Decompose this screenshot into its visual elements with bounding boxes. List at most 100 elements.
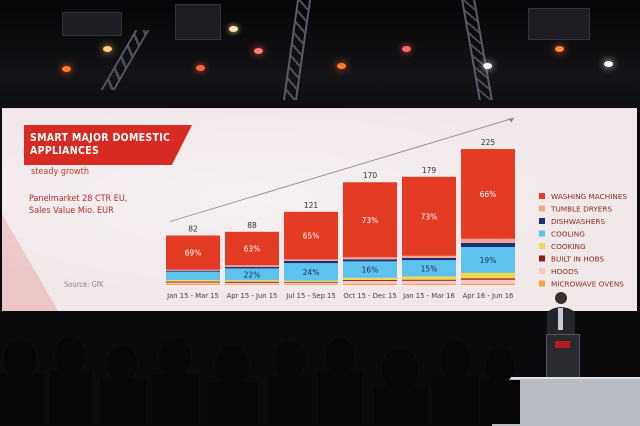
stage-light — [402, 46, 411, 52]
panel-line1: Panelmarket 28 CTR EU, — [29, 194, 128, 204]
ceiling-truss — [100, 30, 150, 90]
bar-segment — [166, 269, 220, 271]
bar-total-label: 179 — [422, 166, 437, 175]
stage-light — [196, 65, 205, 71]
stage-light — [483, 63, 492, 69]
bar-segment — [166, 282, 220, 285]
bar-segment — [284, 280, 338, 283]
bar-segment — [225, 266, 279, 269]
segment-share-label: 69% — [185, 249, 202, 258]
bar-segment — [166, 284, 220, 285]
bar-total-label: 82 — [188, 224, 198, 233]
stage-light — [254, 48, 263, 54]
bar-segment — [343, 182, 397, 258]
bar-segment — [461, 238, 515, 243]
bar-segment — [343, 259, 397, 262]
legend-label: TUMBLE DRYERS — [550, 205, 612, 214]
bar-segment — [284, 211, 338, 260]
stage-ceiling — [0, 0, 640, 108]
legend-label: MICROWAVE OVENS — [551, 280, 624, 289]
bar-segment — [343, 279, 397, 281]
segment-share-label: 73% — [421, 212, 438, 221]
trend-arrowhead — [508, 118, 514, 123]
slide-subtitle: steady growth — [31, 167, 89, 177]
title-banner: SMART MAJOR DOMESTIC APPLIANCES — [24, 125, 192, 165]
ceiling-light-fixture — [528, 8, 590, 40]
bar-segment — [284, 282, 338, 283]
ceiling-light-fixture — [175, 4, 221, 40]
segment-share-label: 66% — [480, 190, 497, 199]
bar-segment — [461, 246, 515, 273]
stage-light — [62, 66, 71, 72]
category-label: Jul 15 - Sep 15 — [285, 292, 335, 300]
bar-segment — [225, 282, 279, 285]
stage-light — [555, 46, 564, 52]
legend-label: COOKING — [551, 242, 586, 251]
bar-segment — [284, 259, 338, 261]
bar-segment — [461, 272, 515, 279]
legend-swatch — [539, 268, 545, 274]
legend-label: WASHING MACHINES — [551, 192, 627, 201]
bar-segment — [166, 281, 220, 283]
ceiling-truss — [282, 0, 312, 100]
category-label: Apr 16 - Jun 16 — [463, 292, 514, 300]
source-note: Source: GfK — [64, 280, 104, 289]
bar-segment — [461, 279, 515, 284]
bar-segment — [284, 282, 338, 285]
trend-arrow — [169, 117, 515, 222]
legend-swatch — [539, 193, 545, 199]
legend-label: BUILT IN HOBS — [551, 255, 604, 264]
presentation-slide: SMART MAJOR DOMESTIC APPLIANCES steady g… — [2, 108, 637, 311]
legend-swatch — [539, 243, 545, 249]
bar-segment — [225, 284, 279, 285]
legend-swatch — [539, 255, 545, 262]
bar-segment — [343, 283, 397, 285]
bar-segment — [284, 260, 338, 264]
segment-share-label: 22% — [244, 270, 261, 279]
bar-segment — [402, 280, 456, 285]
audience-silhouettes — [0, 337, 520, 424]
segment-share-label: 24% — [303, 268, 320, 277]
bar-segment — [225, 280, 279, 282]
stage-light — [103, 46, 112, 52]
lectern-logo — [555, 341, 570, 348]
bar-segment — [461, 242, 515, 247]
legend-label: DISHWASHERS — [551, 217, 605, 226]
legend-label: HOODS — [551, 267, 579, 276]
lectern — [546, 334, 580, 382]
category-label: Jan 15 - Mar 16 — [402, 292, 455, 300]
bar-segment — [402, 176, 456, 256]
segment-share-label: 15% — [421, 264, 438, 273]
bar-segment — [343, 261, 397, 278]
bar-segment — [166, 235, 220, 270]
panel-description: Panelmarket 28 CTR EU, Sales Value Mio. … — [29, 193, 127, 217]
bar-segment — [343, 257, 397, 260]
segment-share-label: 63% — [244, 245, 261, 254]
bar-segment — [166, 280, 220, 282]
bar-segment — [402, 276, 456, 280]
segment-share-label: 73% — [362, 216, 379, 225]
panel-line2: Sales Value Mio. EUR — [29, 206, 114, 216]
bar-segment — [402, 255, 456, 258]
bar-total-label: 170 — [363, 171, 378, 180]
stage-light — [604, 61, 613, 67]
category-label: Apr 15 - Jun 15 — [227, 292, 278, 300]
bar-segment — [166, 271, 220, 281]
bar-segment — [461, 278, 515, 280]
bar-segment — [225, 281, 279, 283]
category-label: Jan 15 - Mar 15 — [166, 292, 219, 300]
stage-light — [337, 63, 346, 69]
legend-label: COOLING — [551, 230, 585, 239]
segment-share-label: 16% — [362, 266, 379, 275]
slide-title-line1: SMART MAJOR DOMESTIC — [30, 132, 171, 144]
bar-segment — [402, 284, 456, 285]
stacked-bar-chart: 69% 82 Jan 15 - Mar 15 22% 63% 88 Apr 15 - Jun… — [166, 117, 627, 300]
ceiling-truss — [461, 0, 493, 100]
legend-swatch — [539, 230, 545, 237]
bar-segment — [343, 280, 397, 284]
bar-segment — [225, 265, 279, 267]
legend-swatch — [539, 205, 545, 212]
legend-swatch — [539, 218, 545, 224]
stage-light — [229, 26, 238, 32]
bar-segment — [461, 283, 515, 285]
